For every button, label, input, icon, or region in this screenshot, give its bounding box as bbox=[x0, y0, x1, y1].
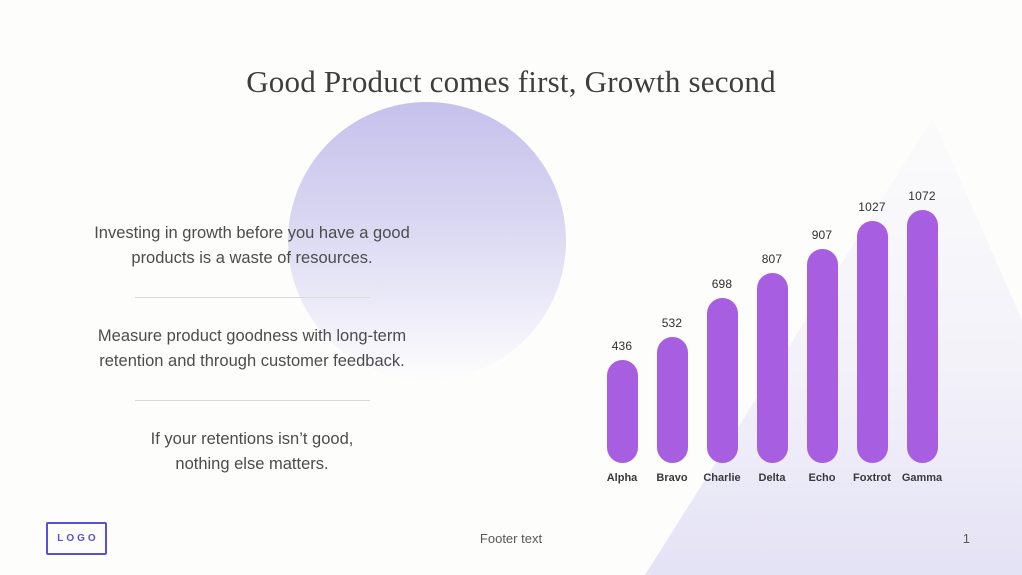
bar-category-label: Gamma bbox=[901, 472, 943, 484]
bar-value-label: 807 bbox=[761, 252, 783, 266]
chart-categories: Alpha Bravo Charlie Delta Echo Foxtrot Gamma bbox=[597, 472, 947, 484]
chart-bars: 436 532 698 807 907 1027 1072 bbox=[597, 185, 947, 463]
bar-group: 907 bbox=[797, 228, 847, 463]
bar bbox=[606, 360, 638, 463]
bar-category-label: Echo bbox=[808, 472, 836, 484]
bar-group: 1072 bbox=[897, 189, 947, 463]
footer-text: Footer text bbox=[479, 531, 543, 546]
bar-category-label: Delta bbox=[758, 472, 786, 484]
bar-category-label: Bravo bbox=[656, 472, 688, 484]
bar-value-label: 532 bbox=[661, 316, 683, 330]
bar-group: 1027 bbox=[847, 200, 897, 463]
bar-value-label: 1027 bbox=[858, 200, 886, 214]
divider-line bbox=[134, 400, 370, 401]
bar-group: 436 bbox=[597, 339, 647, 463]
decorative-circle bbox=[288, 102, 566, 380]
text-column: Investing in growth before you have a go… bbox=[68, 221, 436, 477]
logo: LOGO bbox=[46, 522, 107, 555]
bar bbox=[756, 273, 788, 463]
bar-category-label: Foxtrot bbox=[853, 472, 891, 484]
bar bbox=[656, 337, 688, 463]
bar-group: 807 bbox=[747, 252, 797, 463]
bullet-text-3: If your retentions isn’t good, nothing e… bbox=[150, 430, 354, 473]
slide-title: Good Product comes first, Growth second bbox=[246, 64, 776, 99]
bar-category-label: Alpha bbox=[606, 472, 638, 484]
divider-line bbox=[134, 297, 370, 298]
page-number: 1 bbox=[962, 531, 970, 546]
bar bbox=[806, 249, 838, 463]
bar-value-label: 698 bbox=[711, 277, 733, 291]
bar-value-label: 907 bbox=[811, 228, 833, 242]
bar bbox=[706, 298, 738, 463]
bullet-text-2: Measure product goodness with long-term … bbox=[97, 327, 407, 370]
bar-group: 698 bbox=[697, 277, 747, 463]
bar-value-label: 1072 bbox=[908, 189, 936, 203]
bar bbox=[856, 221, 888, 463]
bullet-text-1: Investing in growth before you have a go… bbox=[94, 224, 410, 267]
bar-chart: 436 532 698 807 907 1027 1072 Alpha Bravo Charli… bbox=[597, 185, 947, 484]
bar-value-label: 436 bbox=[611, 339, 633, 353]
bar bbox=[906, 210, 938, 463]
logo-label: LOGO bbox=[57, 533, 99, 544]
bar-category-label: Charlie bbox=[703, 472, 741, 484]
bar-group: 532 bbox=[647, 316, 697, 463]
